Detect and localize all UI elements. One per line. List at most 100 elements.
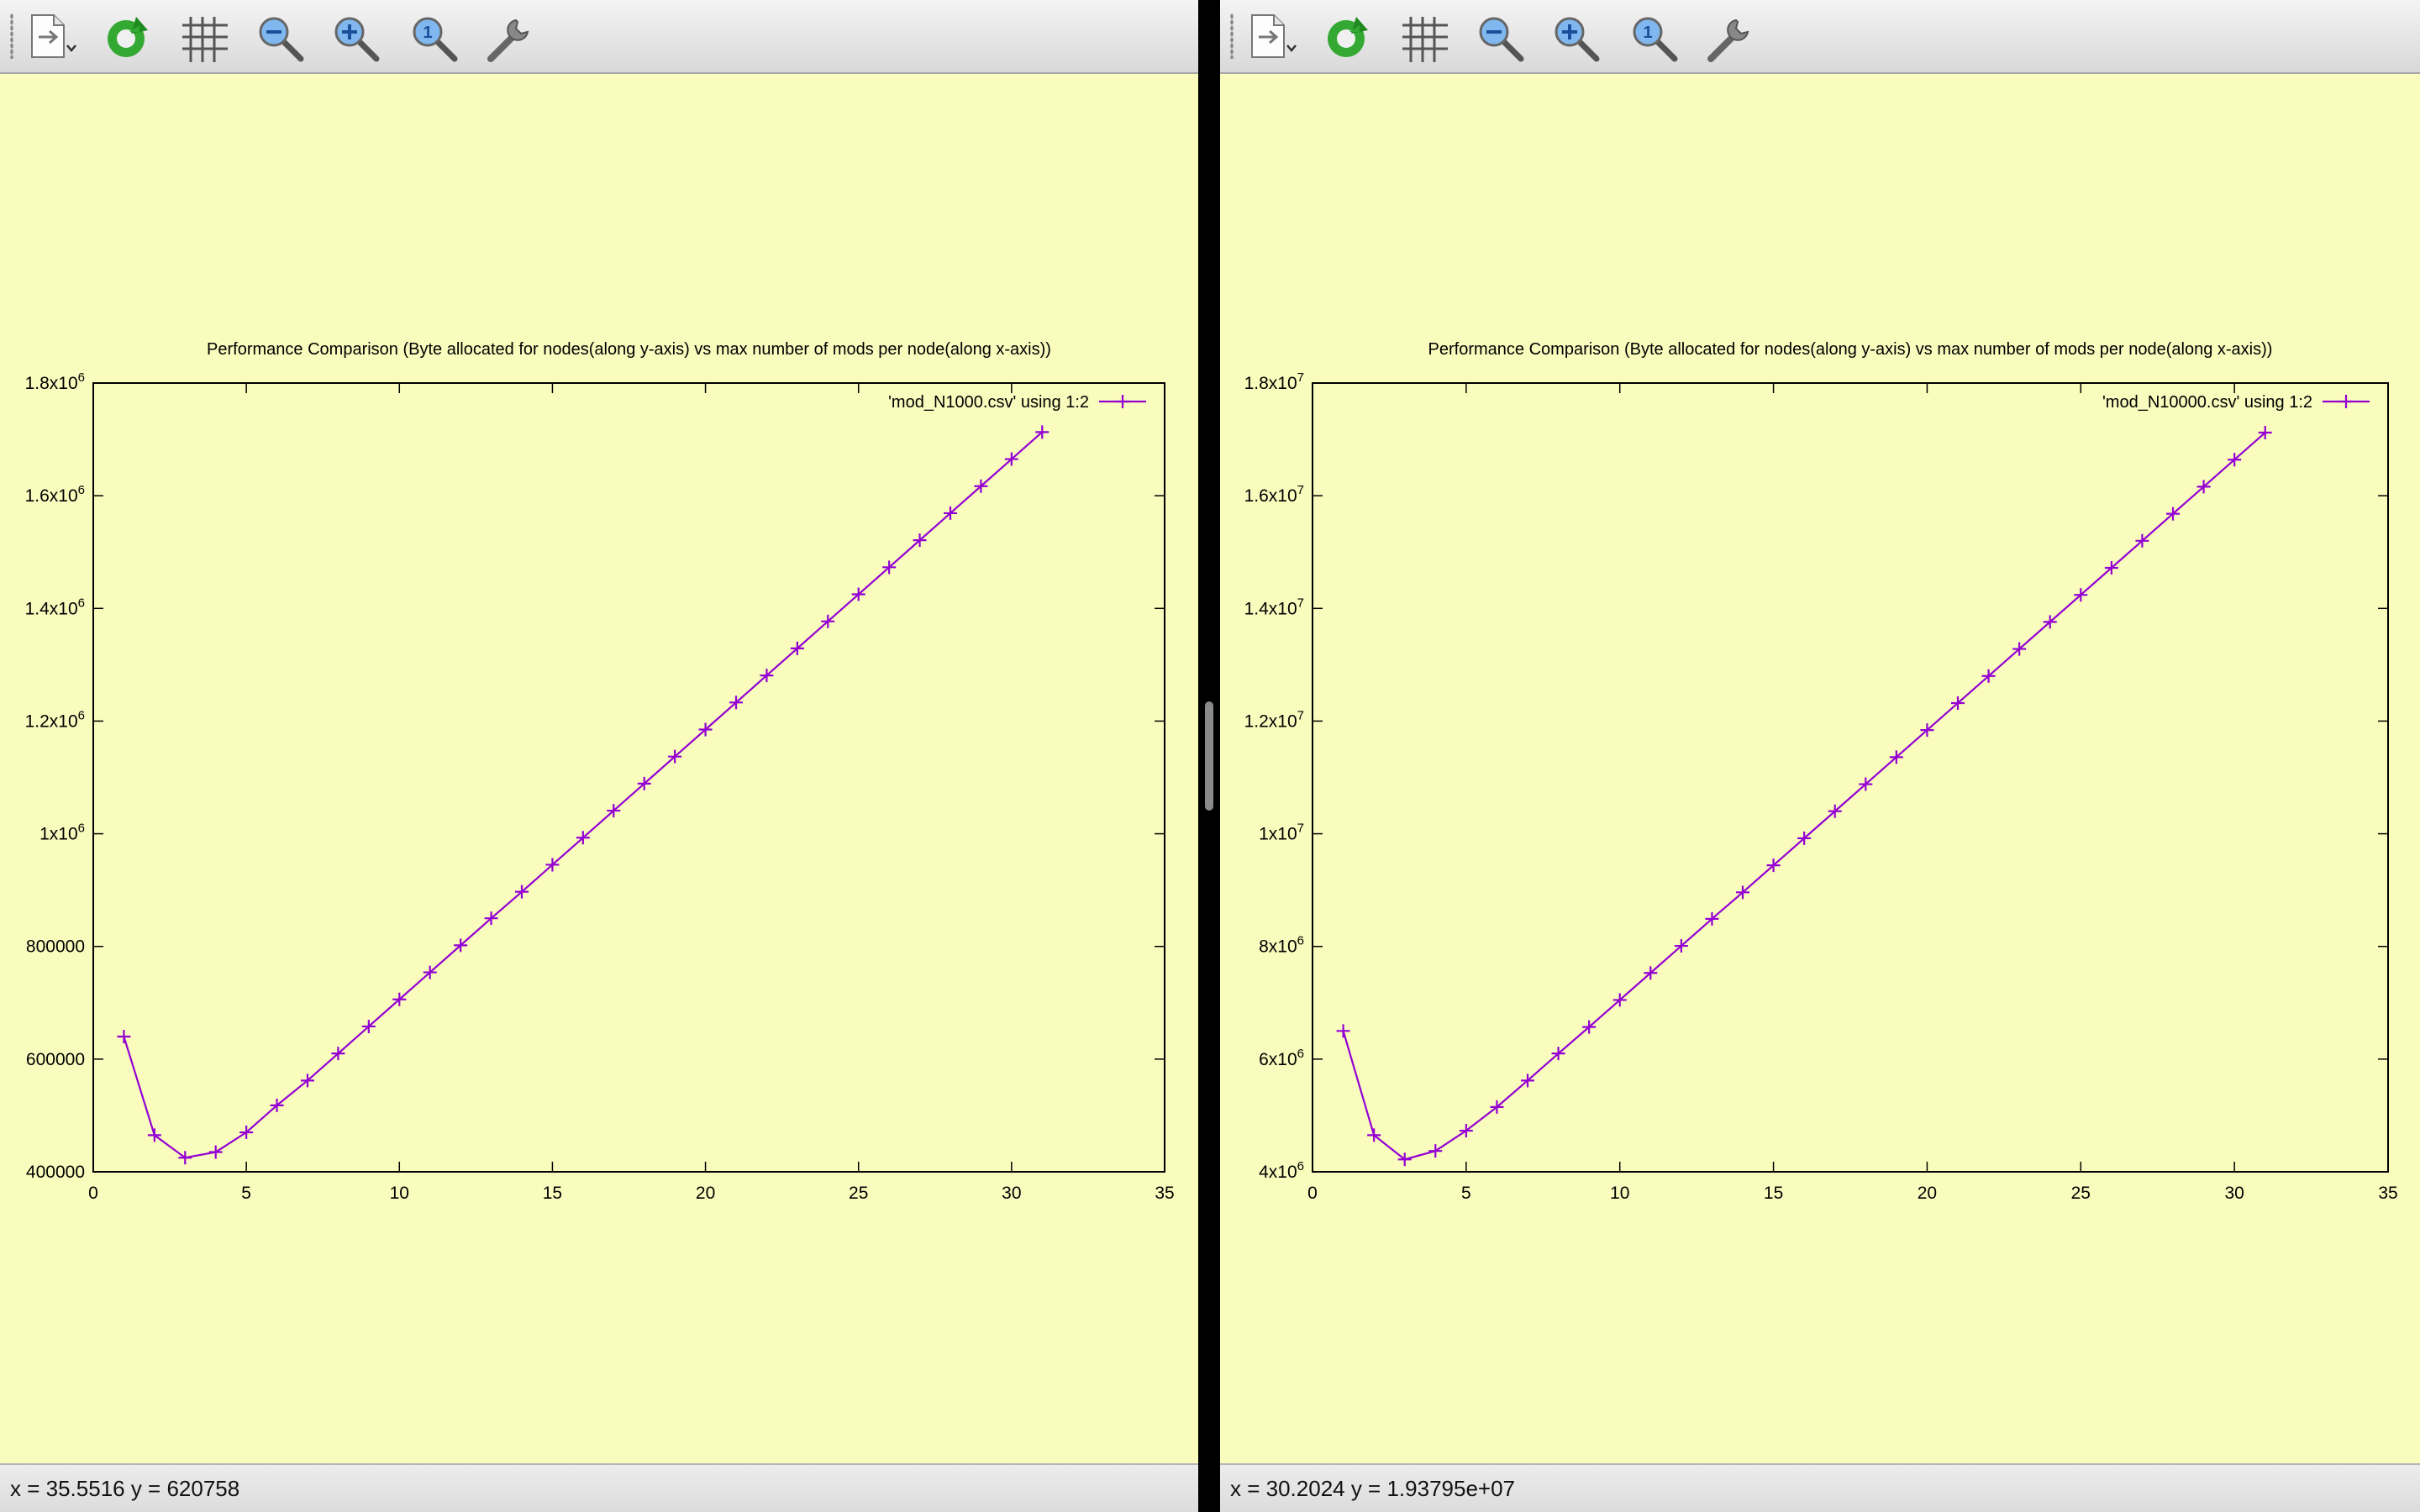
data-point-marker	[1582, 1020, 1597, 1034]
data-point-marker	[637, 776, 651, 790]
x-tick-label: 15	[543, 1184, 562, 1203]
x-tick-label: 20	[696, 1184, 715, 1203]
data-point-marker	[2074, 588, 2088, 602]
zoom-reset-button[interactable]: 1	[402, 7, 463, 67]
data-point-marker	[392, 992, 407, 1006]
x-tick-label: 15	[1764, 1184, 1783, 1203]
zoom-out-button[interactable]	[1469, 7, 1529, 67]
y-tick-label: 800000	[26, 937, 85, 957]
replot-button[interactable]	[96, 7, 156, 67]
replot-button[interactable]	[1316, 7, 1376, 67]
legend-marker	[2339, 395, 2353, 408]
zoom-in-icon	[1555, 17, 1600, 62]
data-point-marker	[1951, 696, 1965, 710]
export-button[interactable]	[1239, 7, 1299, 67]
data-point-marker	[515, 885, 529, 899]
data-point-marker	[944, 506, 957, 520]
data-point-marker	[1889, 750, 1903, 764]
x-tick-label: 25	[849, 1184, 868, 1203]
toolbar: 1	[0, 0, 1198, 74]
data-point-marker	[484, 911, 498, 926]
data-point-marker	[974, 479, 988, 493]
split-divider-handle[interactable]	[1205, 701, 1213, 811]
zoom-reset-icon: 1	[1633, 17, 1678, 62]
y-tick-label: 400000	[26, 1163, 85, 1182]
y-tick-label: 1.2x106	[25, 708, 85, 731]
x-tick-label: 20	[1918, 1184, 1937, 1203]
export-button[interactable]	[18, 7, 79, 67]
data-point-marker	[1521, 1074, 1534, 1088]
grid-button[interactable]	[1392, 7, 1453, 67]
data-point-marker	[545, 858, 560, 872]
data-point-marker	[668, 749, 682, 764]
data-point-marker	[147, 1128, 161, 1142]
chart-svg[interactable]: Performance Comparison (Byte allocated f…	[1220, 74, 2420, 1463]
data-point-marker	[2196, 480, 2211, 494]
legend-marker	[1116, 395, 1129, 408]
y-tick-label: 1.2x107	[1244, 708, 1304, 731]
data-point-marker	[1644, 966, 1658, 980]
data-point-marker	[117, 1030, 131, 1044]
grid-icon	[182, 17, 228, 62]
data-point-marker	[239, 1126, 254, 1140]
plot-area[interactable]: Performance Comparison (Byte allocated f…	[0, 74, 1198, 1463]
cursor-coordinates: x = 35.5516 y = 620758	[10, 1476, 240, 1501]
data-point-marker	[361, 1019, 376, 1033]
zoom-out-icon	[1479, 17, 1524, 62]
y-tick-label: 1.4x106	[25, 596, 85, 618]
plot-area[interactable]: Performance Comparison (Byte allocated f…	[1220, 74, 2420, 1463]
settings-button[interactable]	[1699, 7, 1760, 67]
x-tick-label: 0	[88, 1184, 98, 1203]
export-icon	[1251, 14, 1297, 58]
series-line	[123, 431, 1044, 1159]
data-point-marker	[2043, 615, 2057, 629]
toolbar: 1	[1220, 0, 2420, 74]
chart-title: Performance Comparison (Byte allocated f…	[207, 340, 1051, 359]
toolbar-grip	[1230, 13, 1234, 59]
y-tick-label: 1.8x107	[1244, 370, 1304, 393]
toolbar-grip	[10, 13, 13, 59]
y-tick-label: 1.6x106	[25, 483, 85, 506]
series-line	[1342, 432, 2266, 1161]
zoom-reset-icon: 1	[413, 17, 458, 62]
data-point-marker	[1367, 1128, 1381, 1142]
zoom-reset-button[interactable]: 1	[1623, 7, 1683, 67]
data-point-marker	[1766, 858, 1781, 873]
x-tick-label: 30	[2224, 1184, 2244, 1203]
zoom-in-button[interactable]	[1544, 7, 1605, 67]
plot-border	[1312, 382, 2389, 1173]
data-point-marker	[1859, 777, 1873, 791]
plot-border	[92, 382, 1165, 1173]
plot-window-right: 1 Performance Comparison (Byte allocated…	[1220, 0, 2420, 1512]
data-point-marker	[1612, 993, 1627, 1007]
data-point-marker	[607, 804, 621, 818]
legend-label: 'mod_N10000.csv' using 1:2	[2102, 393, 2312, 412]
plot-window-left: 1 Performance Comparison (Byte allocated…	[0, 0, 1198, 1512]
data-point-marker	[851, 587, 865, 601]
zoom-in-button[interactable]	[324, 7, 385, 67]
y-tick-label: 1.4x107	[1244, 596, 1304, 618]
data-point-marker	[423, 965, 437, 979]
chart-svg[interactable]: Performance Comparison (Byte allocated f…	[0, 74, 1198, 1463]
settings-button[interactable]	[479, 7, 539, 67]
data-point-marker	[1397, 1152, 1412, 1167]
x-tick-label: 25	[2071, 1184, 2091, 1203]
data-point-marker	[790, 641, 804, 655]
data-point-marker	[2104, 560, 2118, 575]
data-point-marker	[760, 669, 774, 683]
data-point-marker	[698, 722, 713, 737]
data-point-marker	[913, 533, 927, 548]
export-icon	[31, 14, 76, 58]
data-point-marker	[1828, 804, 1842, 818]
zoom-out-icon	[259, 17, 304, 62]
y-tick-label: 1x106	[39, 822, 85, 844]
svg-text:1: 1	[423, 24, 432, 42]
data-point-marker	[1428, 1144, 1443, 1158]
grid-button[interactable]	[172, 7, 233, 67]
data-point-marker	[1797, 831, 1812, 845]
y-tick-label: 4x106	[1259, 1159, 1304, 1182]
data-point-marker	[270, 1098, 284, 1112]
zoom-out-button[interactable]	[249, 7, 309, 67]
y-tick-label: 600000	[26, 1050, 85, 1069]
data-point-marker	[821, 614, 835, 628]
